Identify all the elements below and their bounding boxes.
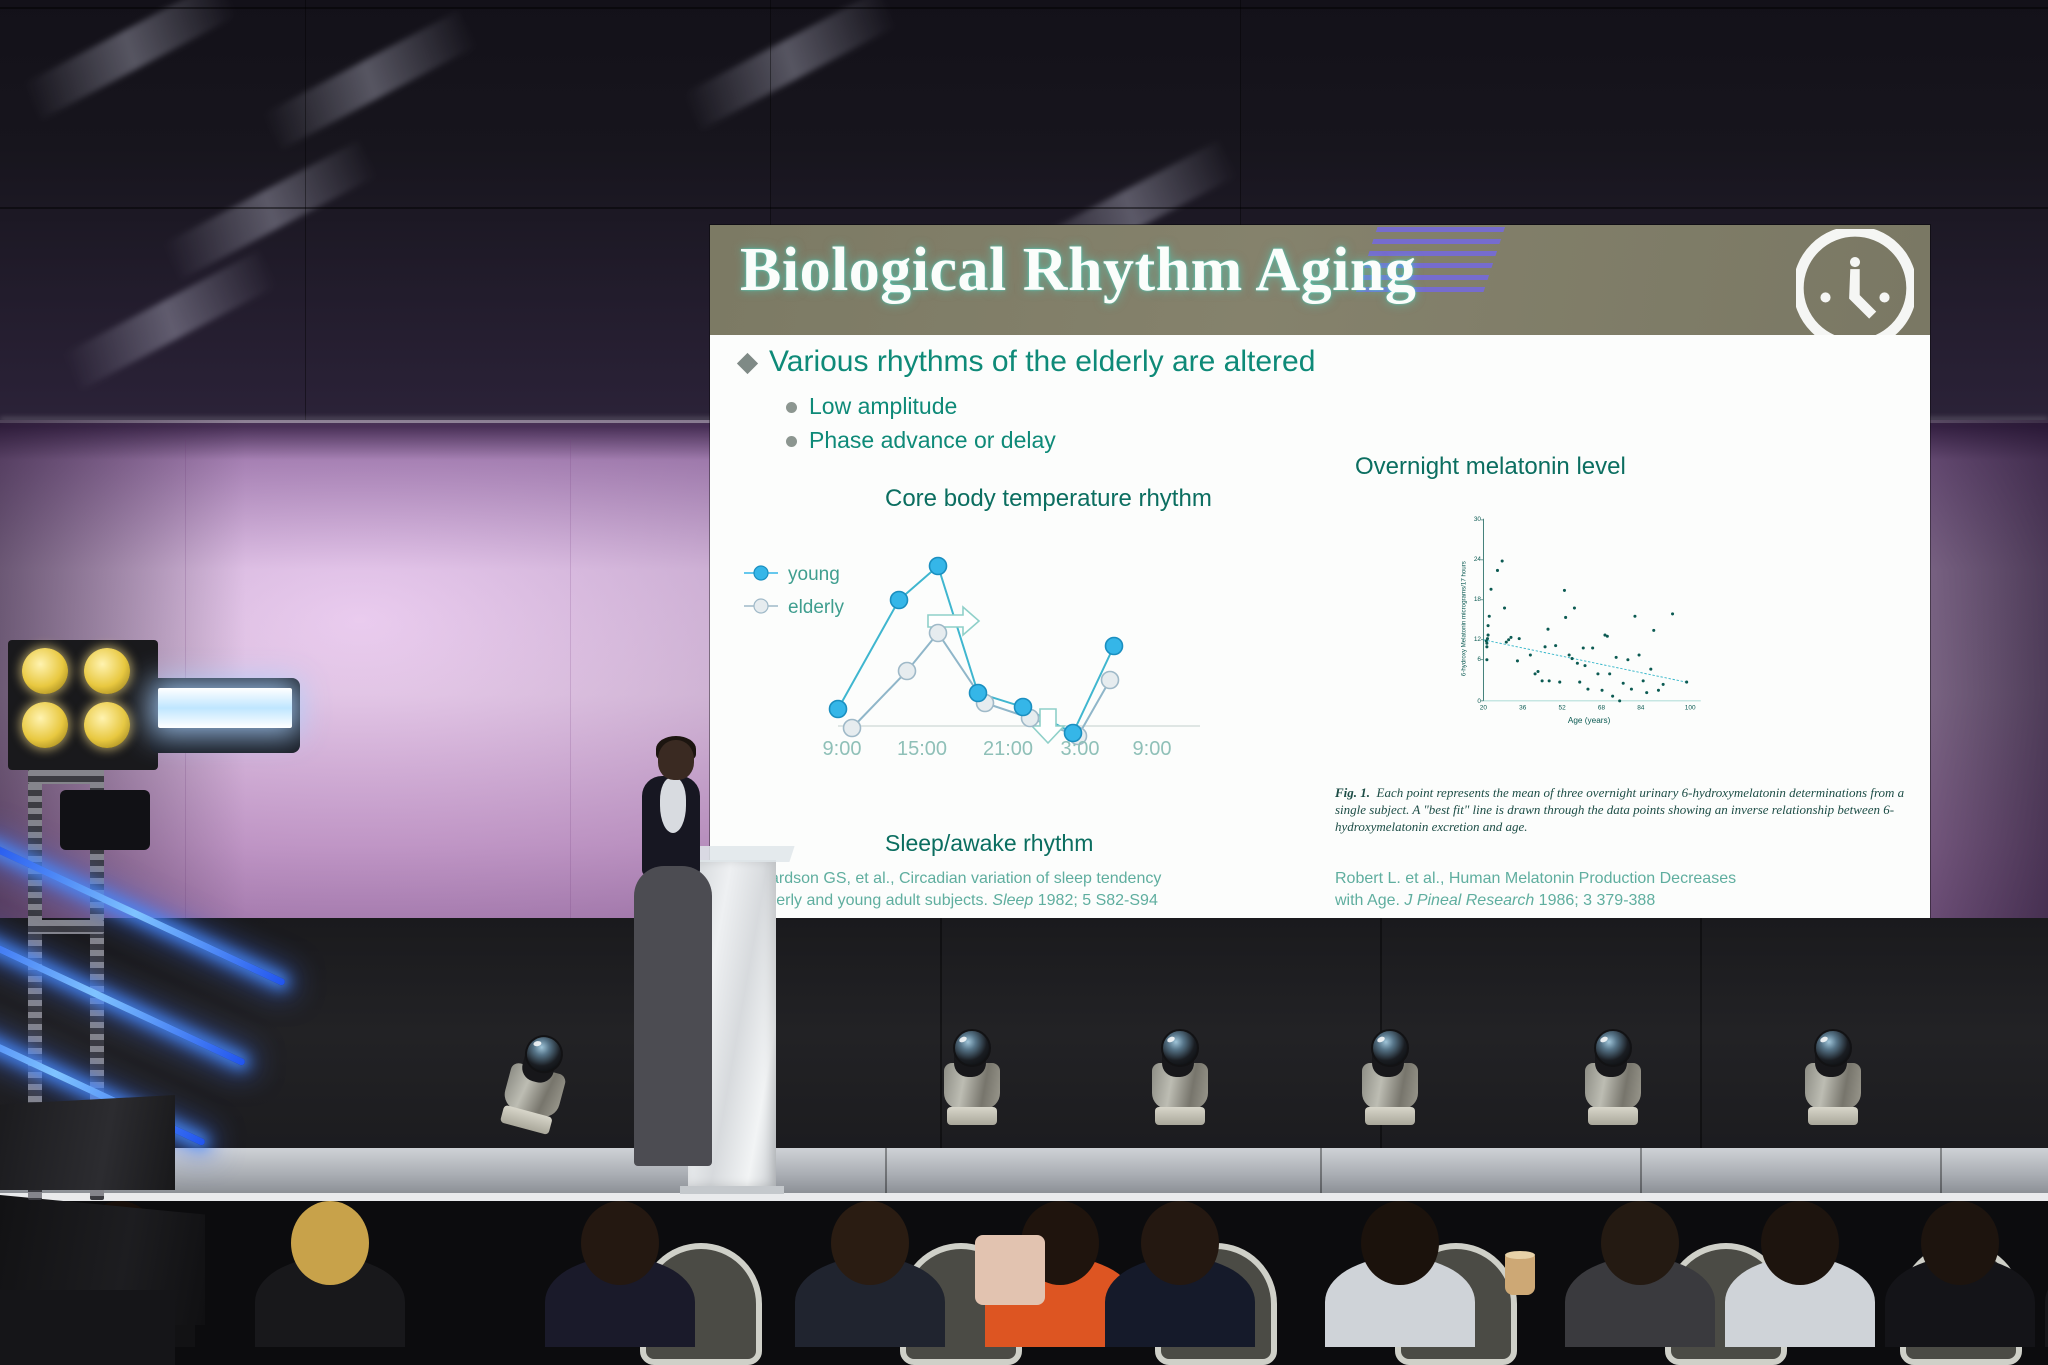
svg-text:6: 6 — [1477, 656, 1481, 663]
svg-text:6-hydroxy Melatonin micrograms: 6-hydroxy Melatonin micrograms/17 hours — [1461, 561, 1468, 676]
svg-text:30: 30 — [1474, 516, 1482, 523]
svg-text:84: 84 — [1637, 705, 1645, 712]
svg-text:52: 52 — [1559, 705, 1567, 712]
svg-text:12: 12 — [1474, 636, 1482, 643]
svg-text:9:00: 9:00 — [1133, 738, 1172, 760]
svg-text:20: 20 — [1480, 705, 1488, 712]
svg-text:young: young — [788, 564, 840, 585]
svg-text:3:00: 3:00 — [1061, 738, 1100, 760]
svg-text:18: 18 — [1474, 596, 1482, 603]
svg-text:elderly: elderly — [788, 597, 844, 618]
svg-text:100: 100 — [1685, 705, 1696, 712]
svg-text:Age (years): Age (years) — [1568, 716, 1611, 725]
svg-text:21:00: 21:00 — [983, 738, 1033, 760]
svg-text:36: 36 — [1519, 705, 1527, 712]
svg-text:15:00: 15:00 — [897, 738, 947, 760]
svg-text:24: 24 — [1474, 556, 1482, 563]
svg-text:9:00: 9:00 — [823, 738, 862, 760]
svg-text:68: 68 — [1598, 705, 1606, 712]
